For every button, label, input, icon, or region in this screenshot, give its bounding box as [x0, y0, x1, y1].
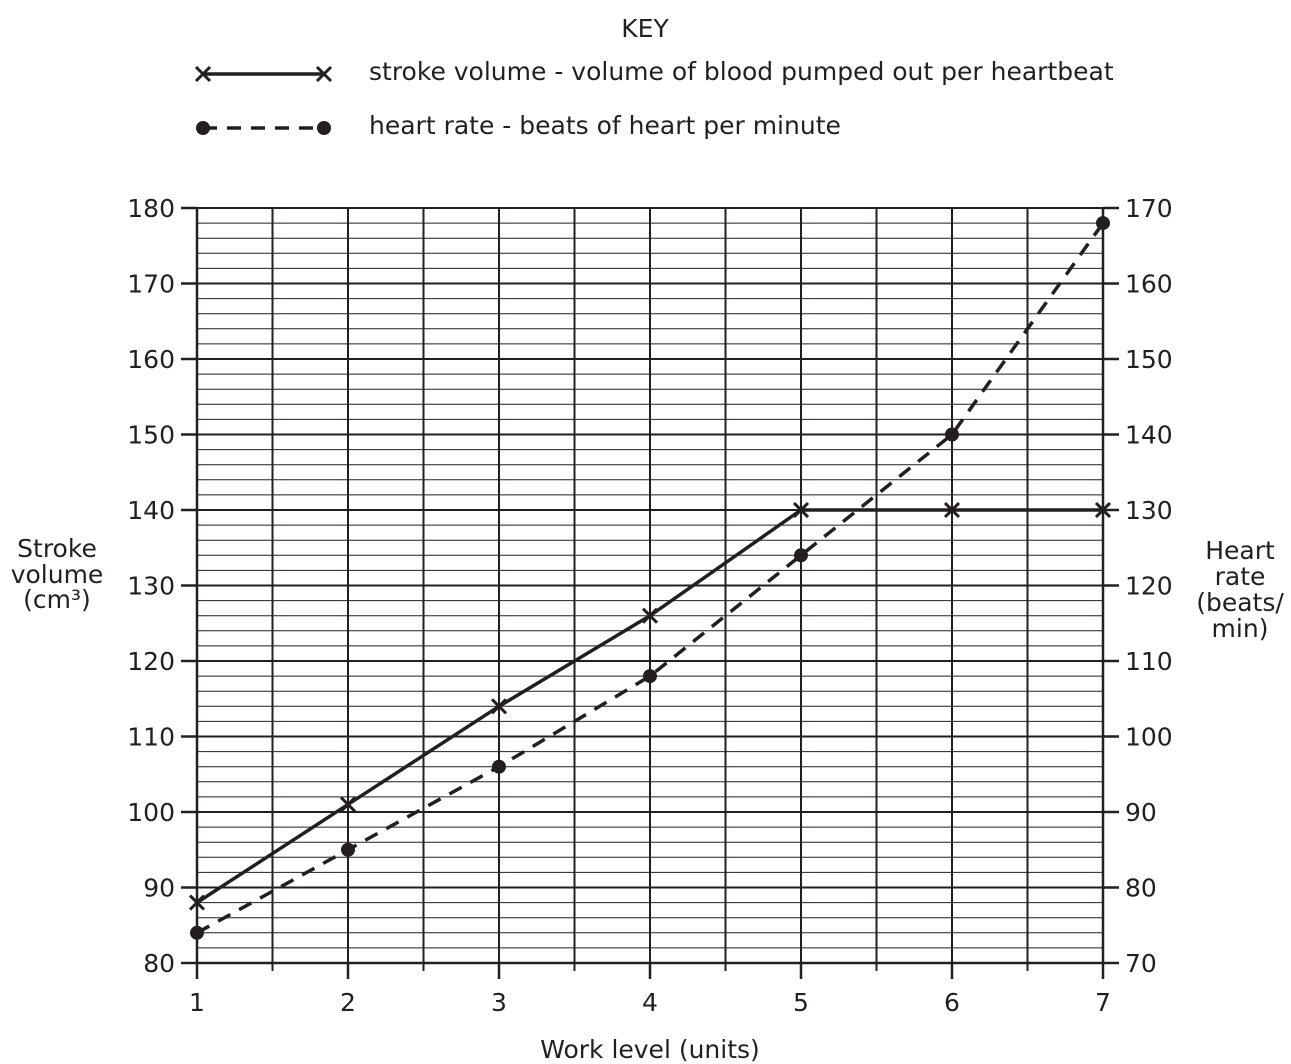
data-point-dot	[1096, 216, 1110, 231]
y-tick-label-right: 120	[1125, 572, 1173, 601]
x-tick-label: 4	[642, 988, 658, 1017]
tick-labels: 80 90 100 110 120 130 140 150 160 170 180 70 80 90 100…	[127, 194, 1172, 1017]
y-tick-label-right: 170	[1125, 194, 1173, 223]
data-point-dot	[643, 669, 657, 684]
y-tick-label-right: 150	[1125, 345, 1173, 374]
y-tick-label-left: 110	[127, 723, 175, 752]
y-tick-label-right: 130	[1125, 496, 1173, 525]
y-tick-label-right: 100	[1125, 723, 1173, 752]
y-axis-label-right-line: (beats/	[1196, 588, 1284, 617]
data-point-cross	[1094, 501, 1112, 519]
y-tick-label-right: 140	[1125, 421, 1173, 450]
data-point-dot	[945, 427, 959, 442]
x-tick-label: 5	[793, 988, 809, 1017]
y-axis-label-right-line: Heart	[1205, 536, 1275, 565]
y-tick-label-right: 80	[1125, 874, 1157, 903]
key-dot-marker-left	[196, 121, 210, 135]
y-tick-label-left: 150	[127, 421, 175, 450]
y-axis-label-right-line: rate	[1215, 562, 1266, 591]
axes	[181, 206, 1119, 979]
key: KEY stroke volume - volume of blood pump…	[194, 14, 1114, 140]
key-title: KEY	[621, 14, 669, 43]
y-tick-label-left: 130	[127, 572, 175, 601]
y-tick-label-left: 180	[127, 194, 175, 223]
x-tick-label: 1	[189, 988, 205, 1017]
key-entry-stroke-volume: stroke volume - volume of blood pumped o…	[194, 57, 1114, 86]
x-tick-label: 2	[340, 988, 356, 1017]
y-tick-label-right: 70	[1125, 949, 1157, 978]
y-axis-label-right-line: min)	[1212, 614, 1269, 643]
data-point-dot	[341, 842, 355, 857]
x-tick-label: 6	[944, 988, 960, 1017]
data-point-cross	[792, 501, 810, 519]
y-tick-label-left: 140	[127, 496, 175, 525]
data-point-dot	[794, 548, 808, 563]
grid	[196, 207, 1104, 964]
y-tick-label-left: 90	[143, 874, 175, 903]
y-tick-label-left: 80	[143, 949, 175, 978]
y-tick-label-left: 170	[127, 270, 175, 299]
data-point-dot	[190, 925, 204, 940]
key-cross-marker-right	[315, 65, 333, 83]
y-axis-label-left-line: volume	[11, 560, 104, 589]
x-axis-label: Work level (units)	[540, 1035, 760, 1064]
y-tick-label-right: 90	[1125, 798, 1157, 827]
key-dot-marker-right	[317, 121, 331, 135]
x-tick-label: 3	[491, 988, 507, 1017]
data-point-cross	[490, 698, 508, 715]
series	[188, 216, 1112, 940]
series-stroke-volume	[188, 501, 1112, 911]
series-heart-rate	[190, 216, 1110, 940]
data-point-cross	[188, 894, 206, 911]
y-tick-label-right: 110	[1125, 647, 1173, 676]
key-cross-marker-left	[194, 65, 212, 83]
data-point-cross	[339, 796, 357, 813]
data-point-cross	[641, 607, 659, 624]
y-axis-label-left-line: Stroke	[17, 534, 97, 563]
y-tick-label-left: 100	[127, 798, 175, 827]
data-point-dot	[492, 759, 506, 774]
y-axis-label-left-line: (cm³)	[23, 585, 91, 614]
key-entry-heart-rate: heart rate - beats of heart per minute	[196, 111, 841, 140]
x-tick-label: 7	[1095, 988, 1111, 1017]
key-label-heart-rate: heart rate - beats of heart per minute	[369, 111, 841, 140]
y-tick-label-left: 160	[127, 345, 175, 374]
data-point-cross	[943, 501, 961, 519]
y-tick-label-left: 120	[127, 647, 175, 676]
y-tick-label-right: 160	[1125, 270, 1173, 299]
key-label-stroke-volume: stroke volume - volume of blood pumped o…	[369, 57, 1114, 86]
